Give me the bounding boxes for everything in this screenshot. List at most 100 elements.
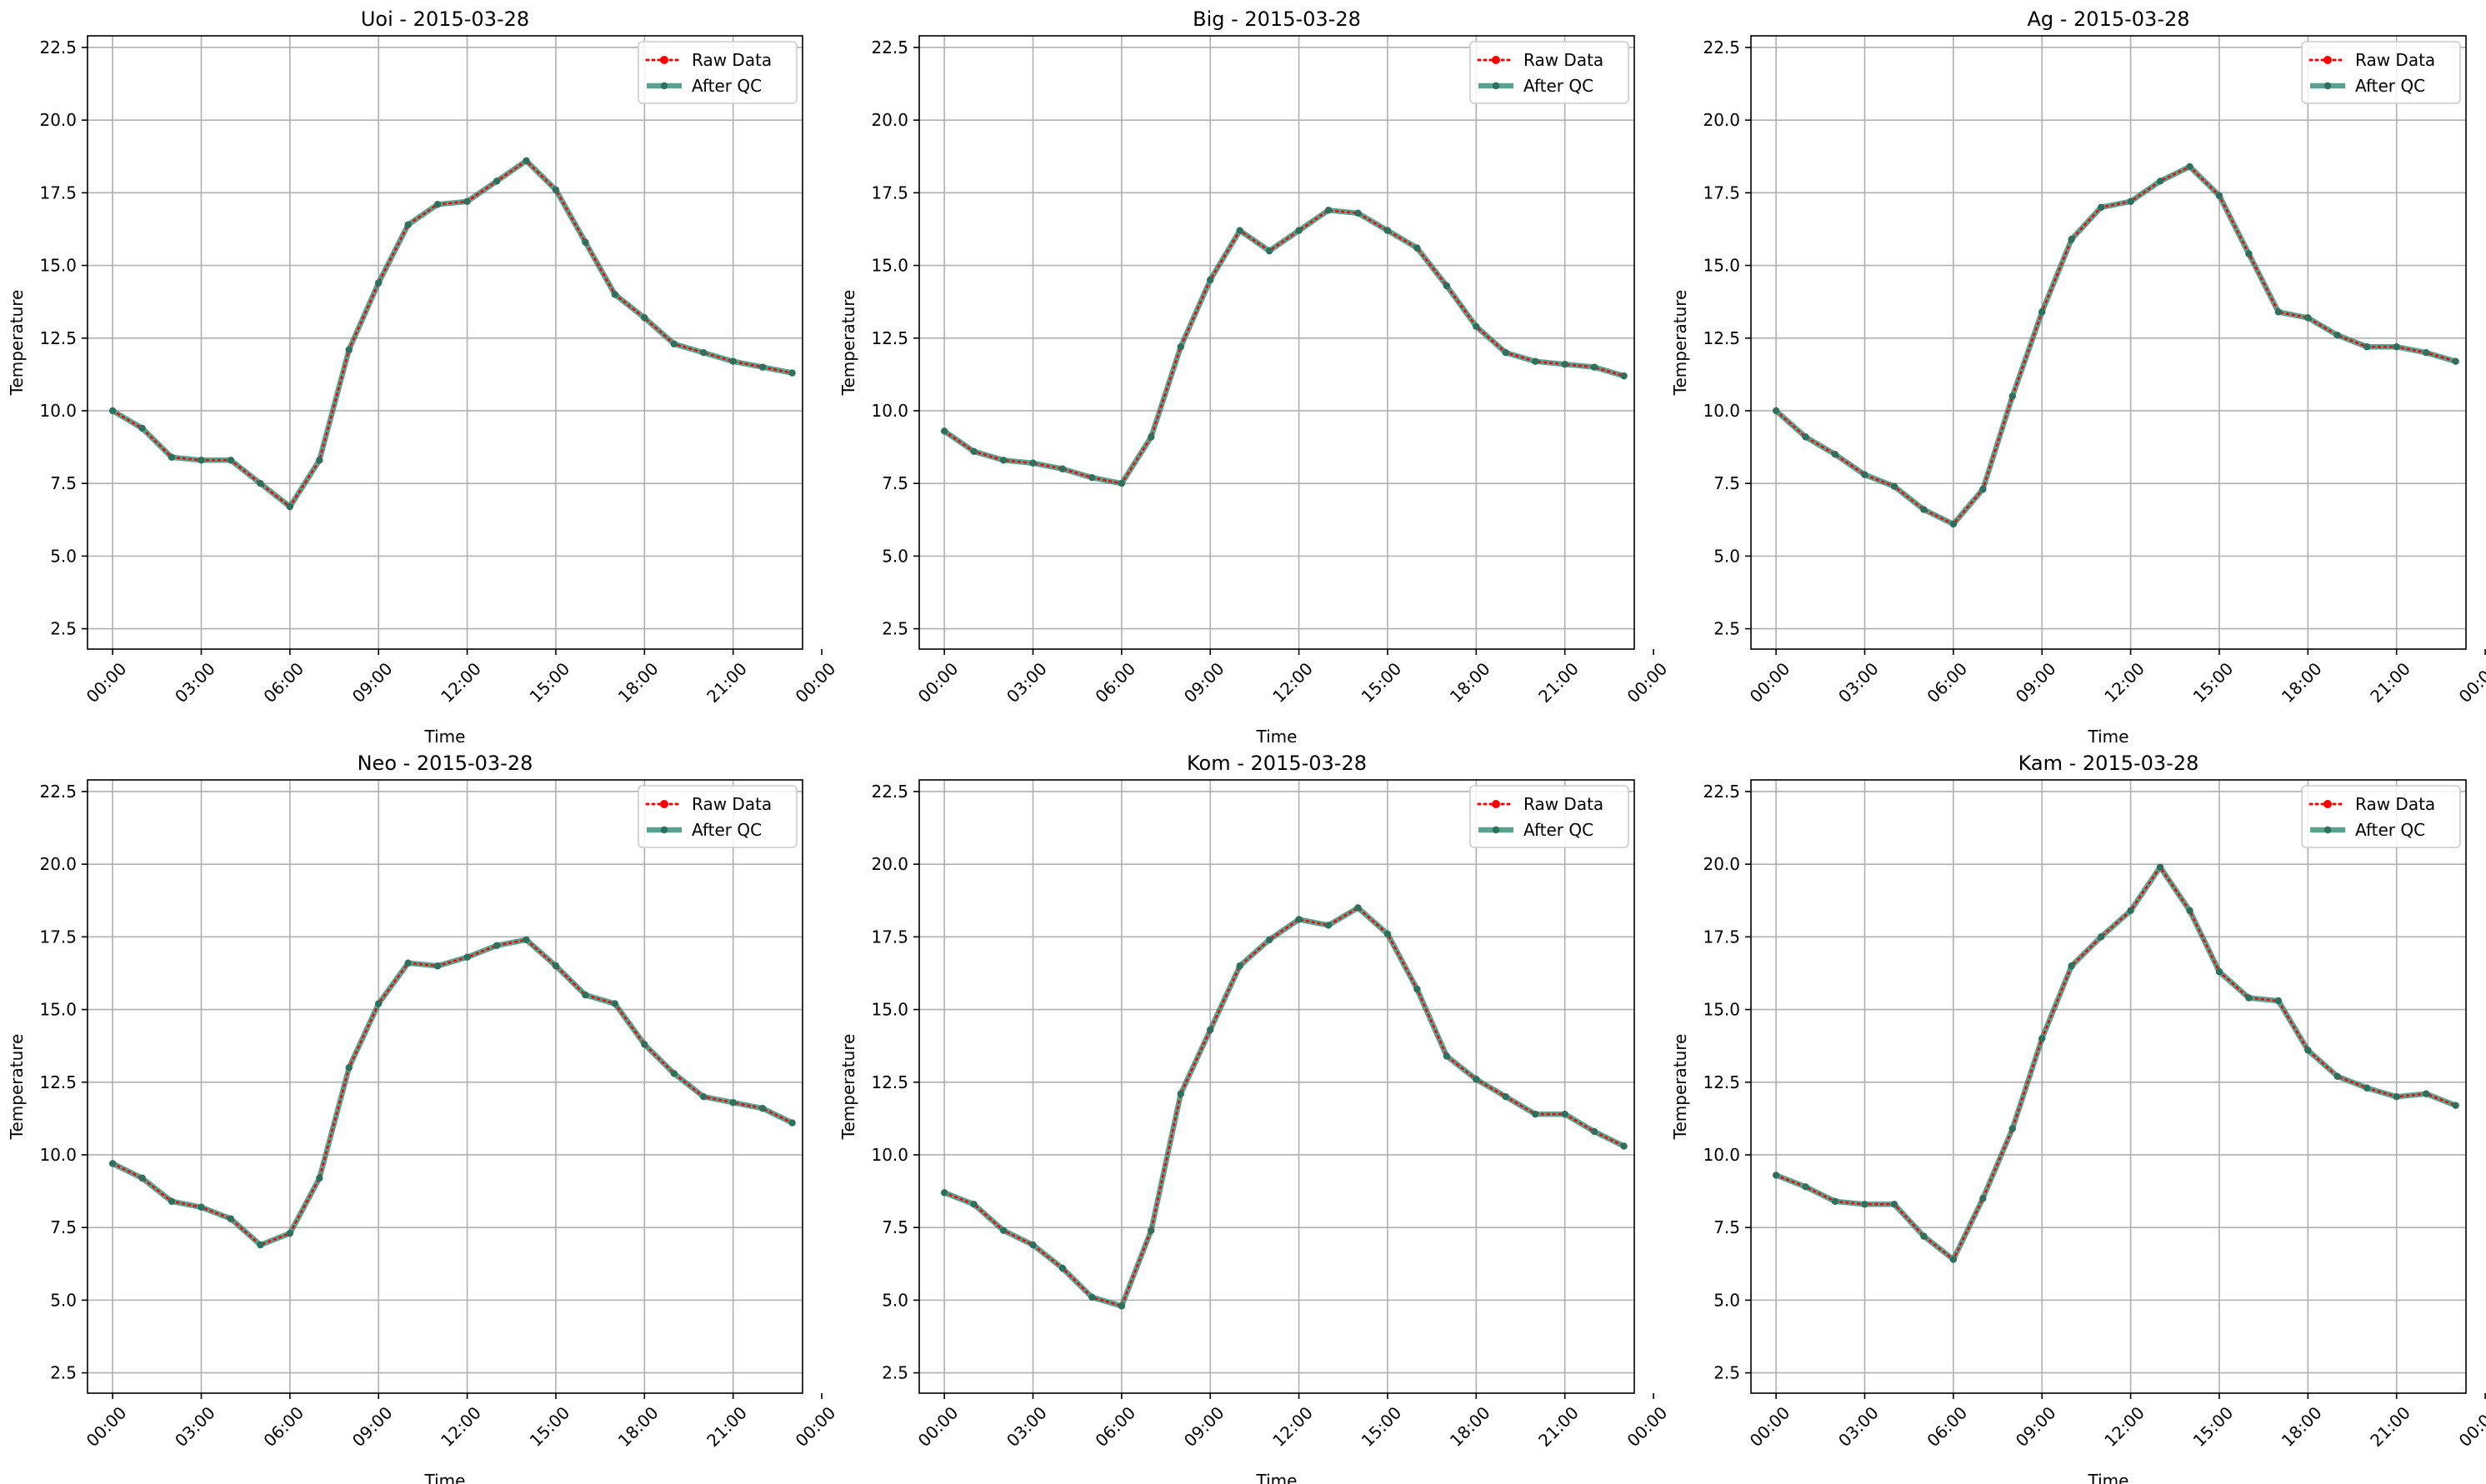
series-line-after-qc — [1773, 163, 2458, 527]
x-tick-label: 00:00 — [83, 1402, 131, 1451]
data-point — [582, 238, 589, 246]
data-point — [2008, 1125, 2016, 1132]
x-tick-label: 03:00 — [1834, 658, 1883, 707]
series-line-after-qc — [109, 157, 795, 510]
x-tick-label: 03:00 — [1003, 1402, 1051, 1451]
legend-marker-after-qc — [1492, 826, 1500, 834]
y-tick-label: 12.5 — [39, 1072, 77, 1092]
axes-frame — [87, 35, 803, 650]
data-point — [1502, 1093, 1509, 1101]
y-tick-label: 22.5 — [39, 37, 77, 57]
legend-marker-after-qc — [660, 826, 668, 834]
data-point — [168, 1197, 176, 1205]
y-tick-label: 12.5 — [1703, 328, 1740, 348]
data-point — [227, 1215, 235, 1222]
data-point — [1058, 1264, 1067, 1272]
legend-label: After QC — [1523, 76, 1593, 96]
data-point — [2304, 1047, 2312, 1054]
x-tick-label: 18:00 — [614, 1402, 663, 1451]
data-point — [1532, 357, 1539, 365]
y-axis-label: Temperature — [1670, 1034, 1690, 1141]
data-point — [286, 502, 294, 511]
series-line-raw-data — [1774, 865, 2457, 1262]
chart-title: Kam - 2015-03-28 — [2018, 752, 2199, 775]
x-tick-label: 00:00 — [792, 1402, 840, 1451]
legend-marker-raw-data — [1492, 800, 1500, 808]
data-point — [1949, 520, 1958, 528]
data-point — [138, 1174, 146, 1182]
y-tick-label: 2.5 — [1713, 1363, 1740, 1383]
legend-marker-raw-data — [660, 800, 668, 808]
data-point — [2333, 332, 2341, 339]
x-tick-label: 12:00 — [1268, 658, 1317, 707]
data-point — [1620, 1142, 1628, 1150]
x-tick-label: 00:00 — [914, 1402, 963, 1451]
data-point — [2156, 177, 2164, 185]
grid — [919, 36, 1634, 649]
y-tick-label: 7.5 — [882, 473, 908, 493]
data-point — [1236, 962, 1243, 970]
data-point — [198, 457, 205, 464]
data-point — [999, 457, 1008, 464]
data-point — [2215, 192, 2223, 200]
data-point — [1590, 1127, 1598, 1136]
y-tick-label: 10.0 — [871, 1145, 908, 1165]
y-tick-label: 15.0 — [871, 1000, 908, 1020]
plot-area — [108, 157, 796, 511]
data-point — [1473, 1076, 1480, 1083]
x-tick-label: 03:00 — [171, 1402, 219, 1451]
y-tick-label: 15.0 — [1703, 1000, 1740, 1020]
data-point — [1029, 1241, 1037, 1249]
data-point — [1148, 433, 1155, 441]
data-point — [1324, 207, 1333, 214]
y-tick-label: 15.0 — [871, 256, 908, 276]
y-tick-label: 7.5 — [1713, 473, 1740, 493]
data-point — [1861, 1201, 1868, 1208]
x-tick-label: 12:00 — [1268, 1402, 1317, 1451]
y-tick-label: 12.5 — [1703, 1072, 1740, 1092]
data-point — [316, 457, 323, 464]
data-point — [2422, 349, 2430, 357]
data-point — [433, 201, 442, 208]
data-point — [2127, 197, 2134, 206]
data-point — [1890, 1201, 1898, 1208]
chart-title: Ag - 2015-03-28 — [2027, 7, 2189, 31]
x-tick-label: 09:00 — [348, 658, 397, 707]
data-point — [1802, 433, 1809, 441]
data-point — [1590, 363, 1598, 371]
axes-frame — [87, 779, 803, 1394]
data-point — [1088, 473, 1096, 482]
series-line-raw-data — [943, 906, 1625, 1307]
y-tick-label: 17.5 — [1703, 182, 1740, 202]
data-point — [198, 1203, 205, 1211]
data-point — [2304, 314, 2312, 322]
data-point — [1861, 471, 1868, 478]
data-point — [2097, 933, 2105, 941]
y-tick-label: 7.5 — [50, 473, 77, 493]
data-point — [523, 157, 530, 165]
plot-area — [108, 936, 796, 1249]
y-tick-label: 12.5 — [39, 328, 77, 348]
data-point — [1058, 465, 1067, 472]
data-point — [1979, 485, 1987, 493]
chart-panel-1: 2.5 5.0 7.5 10.0 12.5 15.0 17.5 20.0 22.5 00:00 03… — [7, 7, 839, 747]
data-point — [1177, 1090, 1184, 1097]
legend: Raw Data After QC — [2301, 41, 2461, 104]
x-axis-label: Time — [424, 727, 466, 747]
x-tick-label: 00:00 — [792, 658, 840, 707]
x-tick-label: 12:00 — [2100, 1402, 2148, 1451]
plot-area — [1772, 863, 2459, 1263]
y-tick-label: 20.0 — [39, 854, 77, 874]
legend: Raw Data After QC — [638, 41, 798, 104]
data-point — [1949, 1256, 1958, 1263]
legend-marker-after-qc — [1492, 82, 1500, 90]
x-tick-label: 21:00 — [2366, 658, 2414, 707]
data-point — [552, 186, 560, 194]
y-tick-label: 17.5 — [871, 182, 908, 202]
x-tick-label: 00:00 — [914, 658, 963, 707]
y-axis-label: Temperature — [838, 1034, 858, 1141]
data-point — [375, 279, 383, 287]
x-tick-label: 03:00 — [1003, 658, 1051, 707]
x-tick-label: 00:00 — [2455, 1402, 2486, 1451]
data-point — [1890, 482, 1898, 490]
